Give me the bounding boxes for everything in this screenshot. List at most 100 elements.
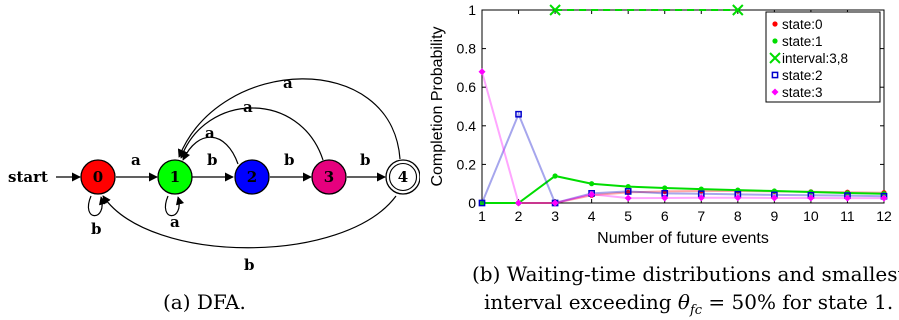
x-tick-label: 3 (551, 208, 559, 224)
y-tick-label: 0 (468, 195, 476, 211)
state-node-1: 1 (157, 159, 193, 195)
legend-entry: state:3 (771, 85, 823, 100)
caption-b-subscript: fc (689, 303, 703, 318)
x-tick-label: 4 (588, 208, 596, 224)
data-point (732, 4, 744, 16)
x-tick-label: 5 (624, 208, 632, 224)
caption-b-line2: interval exceeding θfc = 50% for state 1… (484, 290, 893, 318)
state-node-2: 2 (234, 159, 270, 195)
edge-label-4-to-0: b (244, 256, 255, 270)
x-tick-label: 11 (840, 208, 855, 224)
self-loop-1 (164, 195, 185, 217)
data-point (772, 21, 778, 27)
edge-label-1-2: b (207, 151, 218, 169)
state-label-3: 3 (324, 168, 334, 186)
legend-label: state:2 (782, 68, 823, 83)
data-point (843, 194, 851, 202)
data-point (734, 194, 742, 202)
x-axis-label: Number of future events (597, 230, 769, 247)
data-point (478, 68, 486, 76)
edge-label-0-1: a (131, 151, 141, 169)
plot-frame (481, 9, 885, 204)
x-tick-label: 7 (697, 208, 705, 224)
state-label-2: 2 (247, 168, 257, 186)
state-label-1: 1 (170, 168, 180, 186)
x-tick-label: 10 (803, 208, 819, 224)
start-label: start (8, 168, 48, 186)
x-tick-label: 2 (515, 208, 523, 224)
data-point (661, 194, 669, 202)
data-point (662, 185, 668, 191)
legend-label: state:3 (782, 85, 823, 100)
data-point (771, 71, 779, 79)
y-tick-label: 0.2 (457, 156, 477, 172)
data-point (807, 194, 815, 202)
caption-a: (a) DFA. (163, 290, 246, 314)
data-point (624, 194, 632, 202)
data-point (549, 4, 561, 16)
data-point (771, 88, 779, 96)
x-tick-label: 6 (661, 208, 669, 224)
state-node-0: 0 (80, 159, 116, 195)
legend-entry: state:0 (772, 17, 823, 32)
edge-4-to-0 (102, 195, 397, 249)
caption-b-theta: θ (677, 290, 690, 314)
y-tick-label: 0.6 (457, 79, 477, 95)
legend-box (765, 11, 881, 103)
x-tick-label: 8 (734, 208, 742, 224)
edge-4-to-1 (177, 78, 401, 160)
data-point (624, 188, 632, 195)
legend-entry: interval:3,8 (769, 51, 848, 66)
data-point (769, 52, 781, 64)
data-point (478, 199, 486, 207)
dfa-diagram: start a b b b b a a a a b 0 (8, 74, 420, 270)
caption-b-prefix: interval exceeding (484, 290, 678, 314)
data-point (551, 199, 559, 207)
legend: state:0 state:1 interval:3,8 state:2 state:3 (765, 11, 881, 103)
edge-3-to-1 (179, 107, 324, 161)
state-node-3: 3 (311, 159, 347, 195)
edge-label-self-1: a (170, 213, 180, 231)
state-label-4: 4 (398, 168, 408, 186)
legend-entry: state:1 (772, 34, 823, 49)
y-tick-label: 0.8 (457, 41, 477, 57)
edge-label-3-to-1: a (243, 98, 253, 116)
x-tick-label: 12 (876, 208, 892, 224)
edge-label-2-to-1: a (205, 124, 215, 142)
data-point (770, 194, 778, 202)
y-tick-label: 1 (468, 2, 476, 18)
data-point (589, 181, 595, 187)
edge-label-2-3: b (284, 151, 295, 169)
self-loop-0 (87, 195, 108, 217)
caption-b-suffix: = 50% for state 1. (702, 290, 894, 314)
data-point (552, 173, 558, 179)
state-node-4-accepting: 4 (385, 159, 420, 195)
data-point (880, 194, 888, 202)
caption-b-line1: (b) Waiting-time distributions and small… (472, 262, 899, 286)
x-tick-label: 1 (478, 208, 486, 224)
legend-label: interval:3,8 (782, 51, 848, 66)
series-state-3 (478, 68, 888, 207)
y-axis-label: Completion Probability (429, 26, 446, 186)
series-line (482, 174, 885, 204)
data-point (588, 190, 596, 198)
edge-2-to-1 (182, 136, 239, 165)
state-label-0: 0 (93, 168, 103, 186)
y-tick-label: 0.4 (457, 118, 477, 134)
data-point (479, 200, 485, 206)
data-point (515, 199, 523, 207)
data-point (697, 194, 705, 202)
series-line (481, 111, 885, 205)
x-tick-label: 9 (770, 208, 778, 224)
edge-label-3-4: b (360, 151, 371, 169)
legend-label: state:0 (782, 17, 823, 32)
data-point (625, 183, 631, 190)
series-state-1 (479, 173, 887, 206)
data-point (515, 110, 522, 118)
series-line (481, 71, 884, 204)
edge-label-self-0: b (91, 220, 102, 238)
legend-entry: state:2 (771, 68, 823, 83)
legend-label: state:1 (782, 34, 823, 49)
